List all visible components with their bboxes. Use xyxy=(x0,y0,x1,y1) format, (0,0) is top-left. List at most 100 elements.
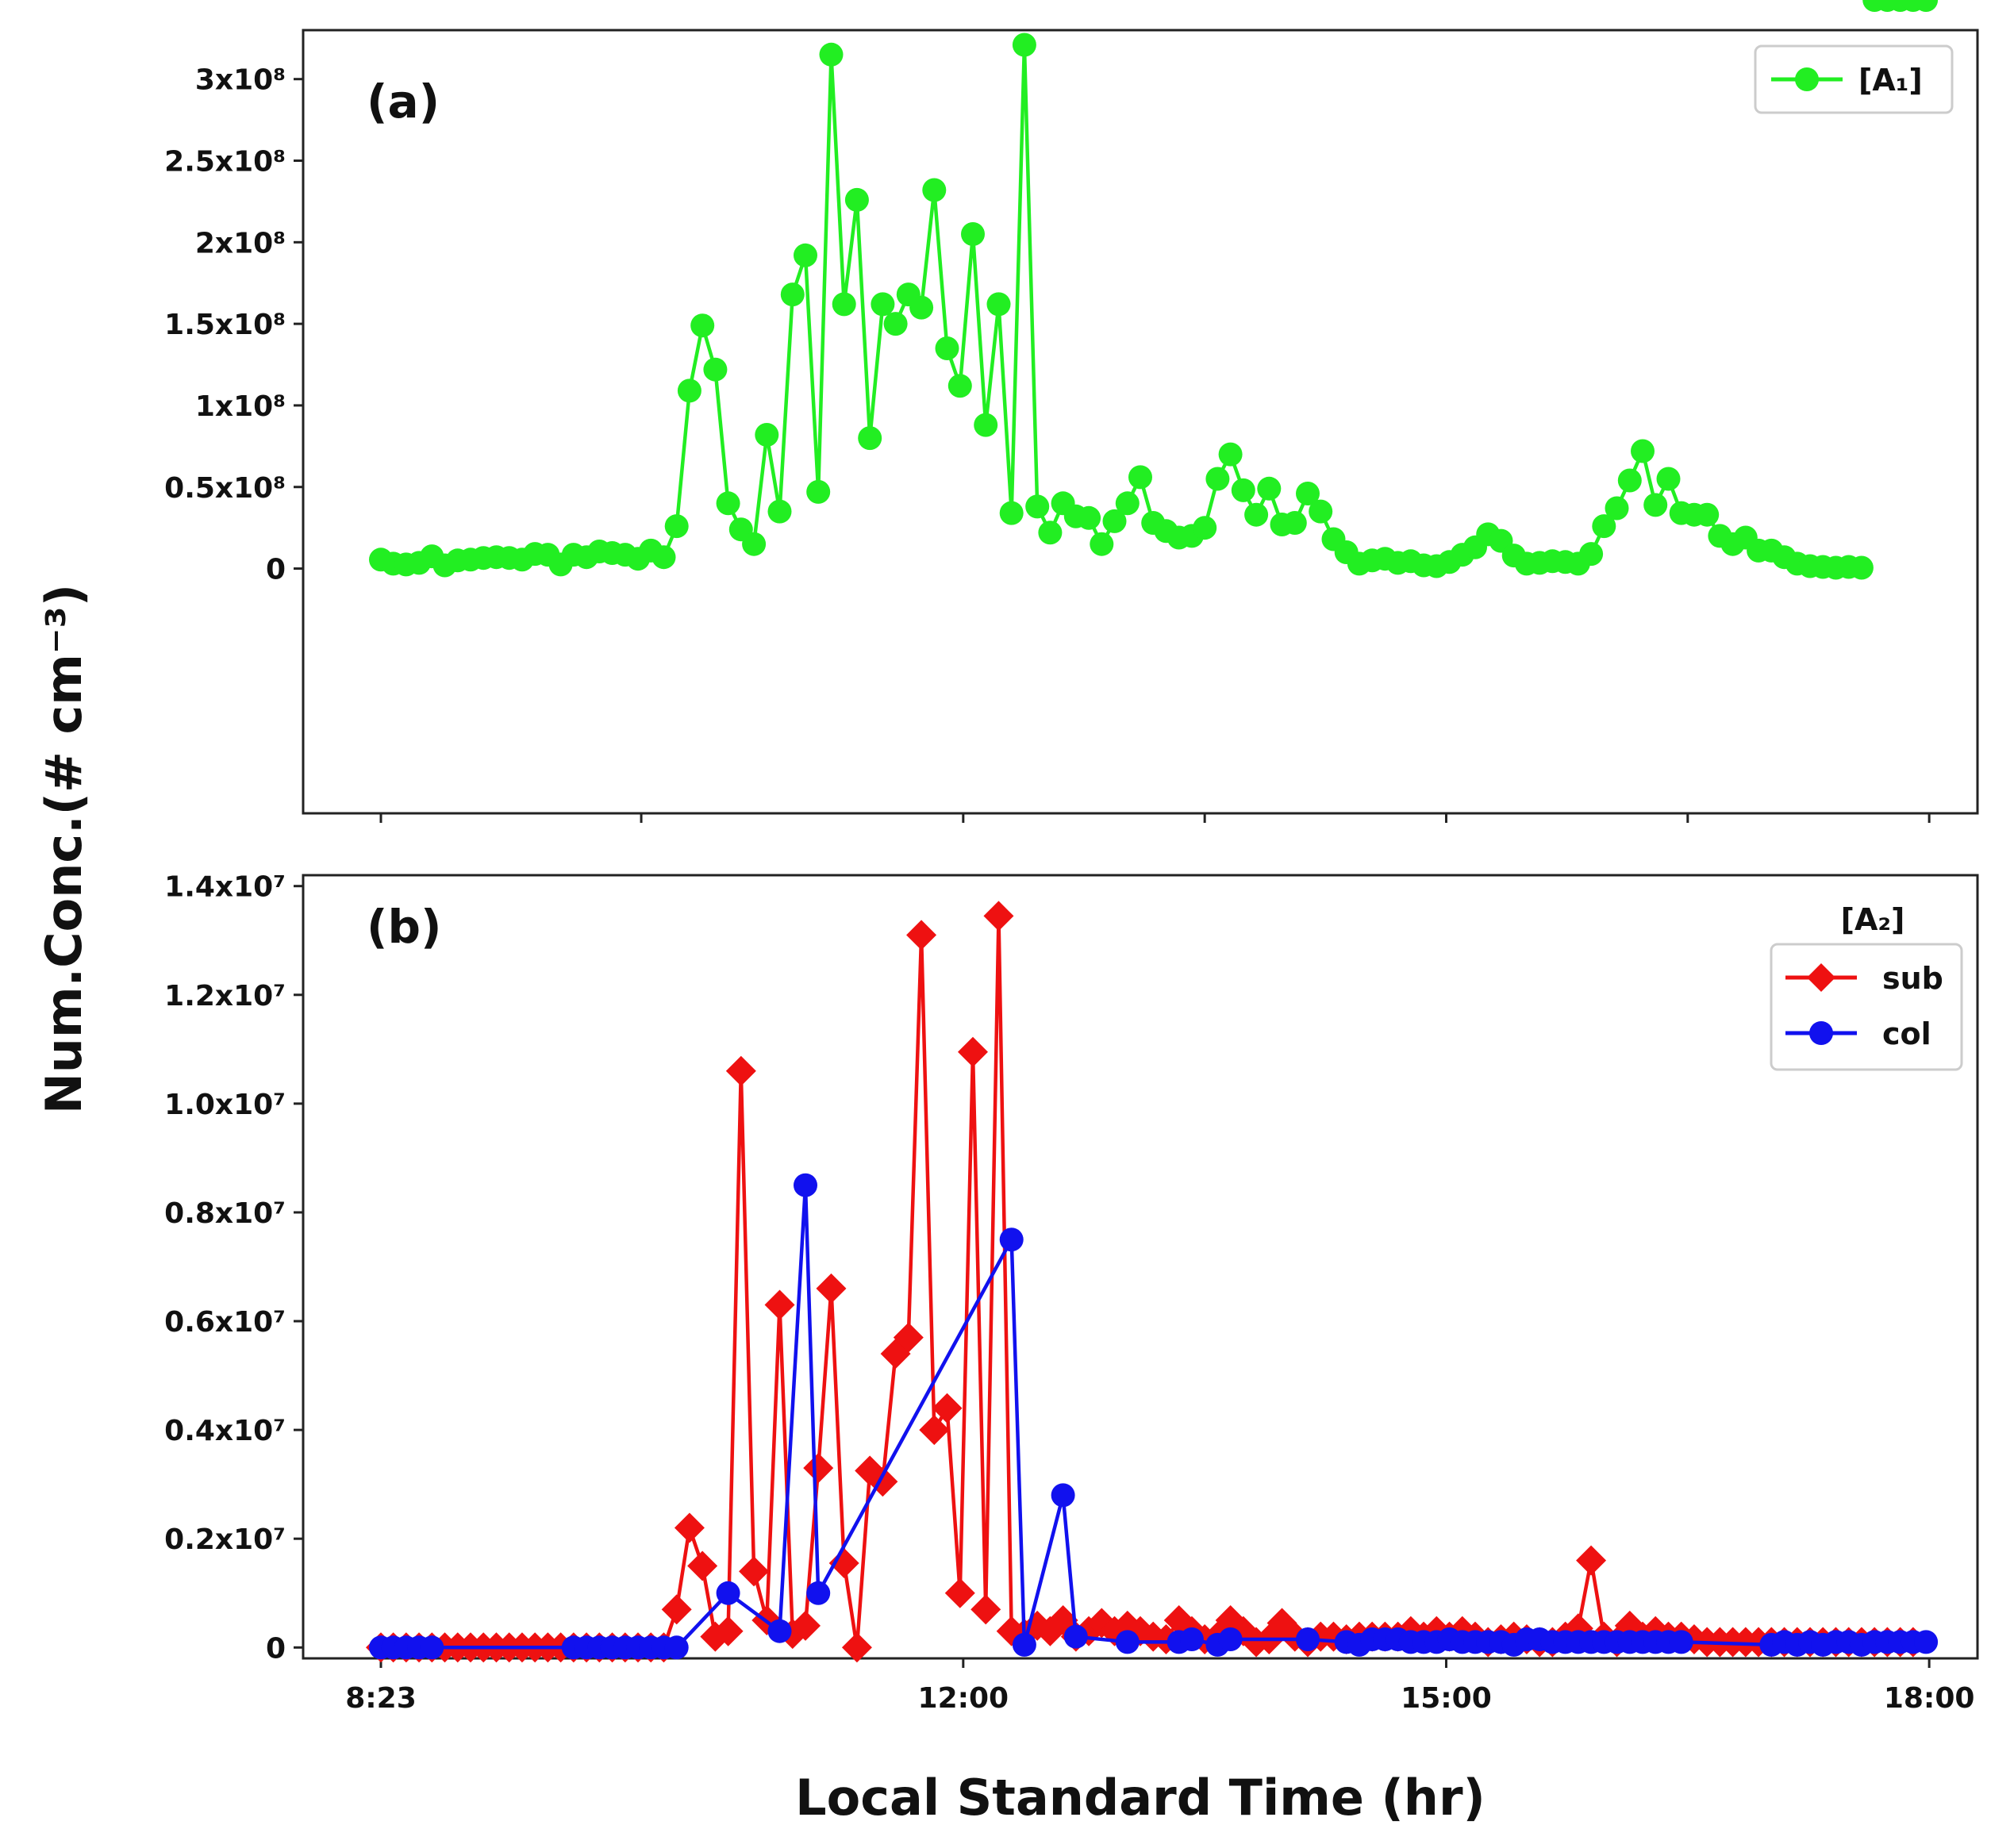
data-point-sub xyxy=(700,1621,731,1652)
data-point xyxy=(1309,499,1333,524)
data-point xyxy=(1179,1627,1204,1651)
data-point xyxy=(755,423,779,447)
panel-a-frame xyxy=(302,29,1979,815)
data-point xyxy=(690,313,715,338)
data-point xyxy=(1038,521,1063,545)
panel-a-plot-area: 0 0.5x10⁸ 1x10⁸ 1.5x10⁸ 2x10⁸ 2.5x10⁸ 3x10⁸ xyxy=(164,0,1939,823)
y-tick-label: 2x10⁸ xyxy=(195,227,286,259)
data-point xyxy=(832,292,856,317)
data-point xyxy=(1012,1632,1036,1657)
data-point xyxy=(974,413,998,437)
data-point xyxy=(1849,555,1874,580)
data-point xyxy=(999,1228,1024,1252)
panel-a-legend: [A₁] xyxy=(1754,44,1954,114)
y-tick-label: 1x10⁸ xyxy=(195,390,286,423)
data-point xyxy=(1115,1630,1140,1654)
data-point xyxy=(703,357,728,382)
x-tick-label: 12:00 xyxy=(918,1682,1009,1715)
data-point xyxy=(935,336,959,360)
data-point xyxy=(1218,1627,1243,1651)
data-point xyxy=(794,243,817,267)
data-point-sub xyxy=(893,1322,924,1353)
data-point xyxy=(742,532,767,556)
data-point xyxy=(1063,1624,1088,1649)
data-point xyxy=(1051,1483,1075,1508)
data-point-sub xyxy=(725,1055,756,1086)
data-point xyxy=(1669,1630,1693,1654)
legend-sub-marker xyxy=(1807,963,1835,992)
data-point xyxy=(1592,514,1616,539)
data-point xyxy=(767,1619,792,1643)
data-point-sub xyxy=(764,1289,795,1320)
y-tick-label: 0.6x10⁷ xyxy=(164,1306,286,1339)
data-point xyxy=(909,295,934,320)
legend-sub-label: sub xyxy=(1882,961,1943,996)
data-point xyxy=(1102,509,1127,533)
data-point-sub xyxy=(1576,1545,1607,1576)
y-tick-label: 1.2x10⁷ xyxy=(164,980,286,1012)
data-point xyxy=(922,178,947,202)
data-point xyxy=(1617,468,1642,493)
data-point xyxy=(794,1173,817,1197)
data-point xyxy=(1077,505,1101,530)
data-point xyxy=(664,514,689,539)
data-point-sub xyxy=(919,1415,950,1446)
panel-b-legend: [A₂] sub col xyxy=(1770,902,1963,1071)
data-point xyxy=(1656,467,1681,491)
data-point xyxy=(806,479,831,504)
data-point-sub xyxy=(790,1610,821,1641)
x-tick-label: 15:00 xyxy=(1401,1682,1492,1715)
y-tick-label: 0.2x10⁷ xyxy=(164,1523,286,1556)
data-point xyxy=(961,222,985,246)
data-point xyxy=(716,1581,740,1605)
data-point-sub xyxy=(713,1616,744,1646)
data-point xyxy=(1115,491,1140,516)
data-point-sub xyxy=(932,1393,963,1423)
data-point xyxy=(819,42,844,67)
y-tick-label: 0.8x10⁷ xyxy=(164,1197,286,1230)
data-point-sub xyxy=(661,1594,692,1625)
y-tick-label: 1.0x10⁷ xyxy=(164,1089,286,1121)
data-point xyxy=(999,501,1024,525)
data-point xyxy=(947,374,972,398)
panel-a: (a) 0 0.5x10⁸ 1x10⁸ 1.5x10⁸ 2x10⁸ 2.5x10⁸ 3x10… xyxy=(164,0,1979,823)
data-point xyxy=(883,312,908,336)
data-point xyxy=(664,1635,689,1660)
data-point xyxy=(716,491,740,516)
data-point xyxy=(1257,476,1282,501)
panel-a-legend-box xyxy=(1754,44,1954,114)
data-point-sub xyxy=(687,1550,718,1581)
data-point-sub xyxy=(1086,1608,1117,1639)
panel-b-tag: (b) xyxy=(367,900,442,954)
data-point-sub xyxy=(906,920,937,951)
data-point xyxy=(1218,442,1243,467)
data-point-sub xyxy=(841,1632,872,1663)
data-point xyxy=(1231,478,1255,502)
data-point-sub xyxy=(816,1273,847,1304)
data-point-sub xyxy=(828,1548,859,1579)
data-point-sub xyxy=(739,1556,770,1587)
data-point xyxy=(1643,493,1668,517)
data-point xyxy=(1193,516,1217,540)
data-point xyxy=(420,1635,444,1660)
x-tick-label: 8:23 xyxy=(345,1682,417,1715)
panel-b: (b) 0 0.2x10⁷ 0.4x10⁷ 0.6x10⁷ 0.8x10⁷ 1.0x10⁷… xyxy=(164,871,1979,1715)
data-point xyxy=(1914,0,1939,12)
y-tick-label: 0 xyxy=(266,554,286,586)
y-tick-label: 0.5x10⁸ xyxy=(164,472,286,505)
x-axis-title: Local Standard Time (hr) xyxy=(795,1769,1486,1827)
panel-b-legend-title: [A₂] xyxy=(1841,902,1905,937)
y-tick-label: 0 xyxy=(266,1632,286,1665)
data-point xyxy=(986,292,1011,317)
data-point xyxy=(1282,511,1307,535)
data-point xyxy=(858,426,882,451)
x-tick-label: 18:00 xyxy=(1884,1682,1975,1715)
legend-col-marker xyxy=(1809,1021,1833,1045)
legend-a1-marker xyxy=(1795,67,1819,91)
data-point-sub xyxy=(970,1594,1001,1625)
panel-b-frame xyxy=(302,874,1979,1660)
data-point-sub xyxy=(958,1036,988,1067)
y-tick-label: 1.5x10⁸ xyxy=(164,309,286,341)
y-tick-label: 1.4x10⁷ xyxy=(164,871,286,904)
